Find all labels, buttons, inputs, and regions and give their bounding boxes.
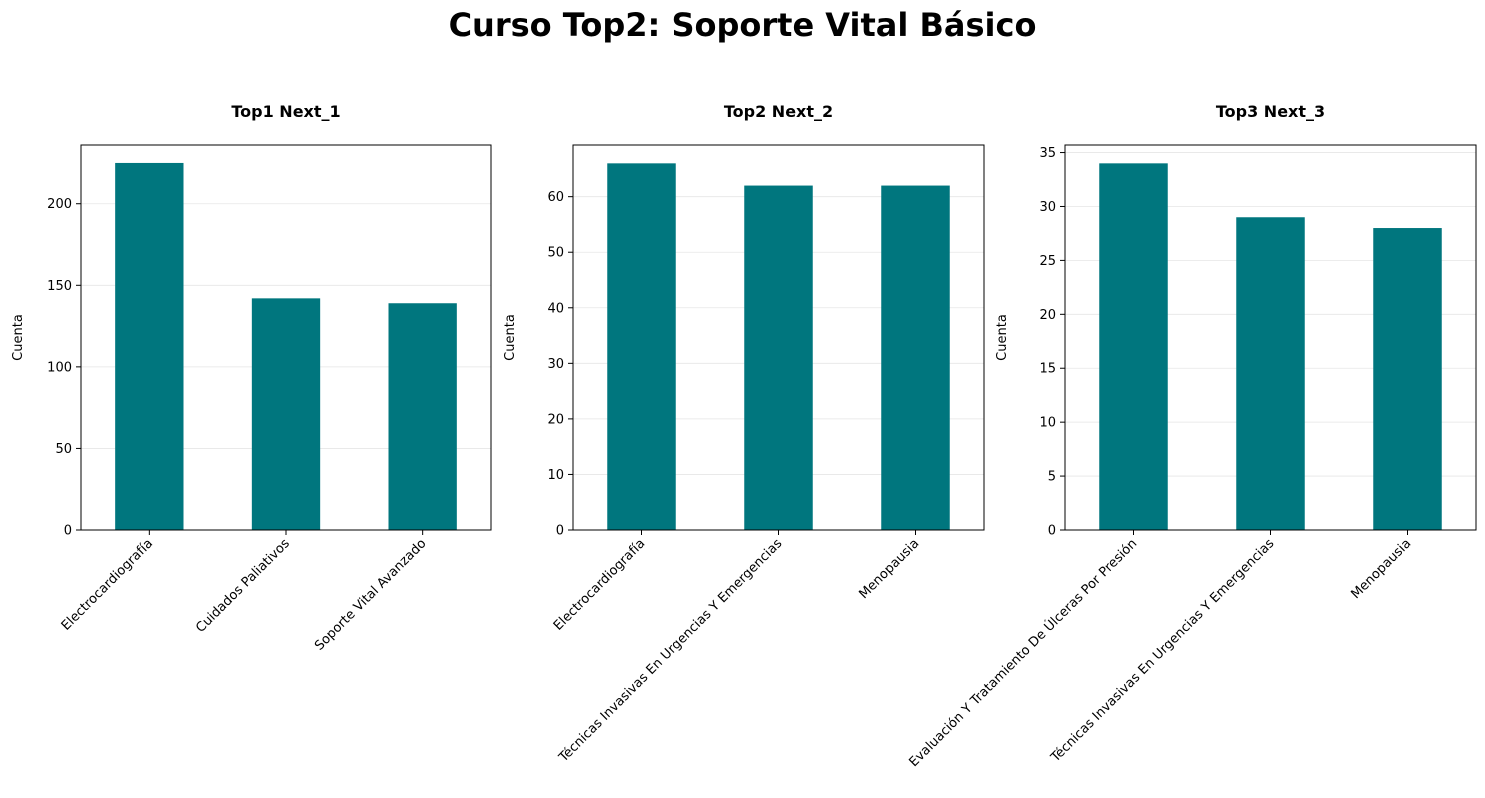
y-tick-label: 100 bbox=[47, 360, 72, 375]
x-tick-label: Soporte Vital Avanzado bbox=[312, 536, 429, 653]
y-tick-label: 150 bbox=[47, 279, 72, 294]
y-tick-label: 25 bbox=[1039, 254, 1056, 269]
y-tick-label: 20 bbox=[547, 412, 564, 427]
bar-2-3 bbox=[881, 185, 950, 531]
bar-1-1 bbox=[115, 162, 184, 530]
y-axis-label: Cuenta bbox=[11, 314, 26, 361]
bar-3-3 bbox=[1373, 228, 1442, 530]
y-axis-label: Cuenta bbox=[503, 314, 518, 361]
y-tick-label: 10 bbox=[547, 468, 564, 483]
y-tick-label: 40 bbox=[547, 301, 564, 316]
x-tick-label: Menopausia bbox=[856, 536, 922, 602]
y-axis-label: Cuenta bbox=[995, 314, 1010, 361]
y-tick-label: 0 bbox=[1048, 524, 1056, 539]
y-tick-label: 200 bbox=[47, 197, 72, 212]
plot-frame bbox=[572, 144, 985, 531]
y-tick-label: 35 bbox=[1039, 146, 1056, 161]
chart-panel-3: Evaluación Y Tratamiento De Úlceras Por … bbox=[906, 102, 1477, 771]
x-tick-label: Evaluación Y Tratamiento De Úlceras Por … bbox=[906, 536, 1141, 771]
y-tick-label: 0 bbox=[64, 524, 72, 539]
plot-frame bbox=[80, 144, 492, 531]
y-tick-label: 60 bbox=[547, 190, 564, 205]
x-tick-label: Técnicas Invasivas En Urgencias Y Emerge… bbox=[1048, 536, 1278, 766]
bar-1-2 bbox=[251, 298, 321, 530]
bar-2-2 bbox=[744, 185, 813, 531]
subplot-title: Top2 Next_2 bbox=[724, 102, 833, 121]
x-tick-label: Menopausia bbox=[1348, 536, 1414, 602]
bar-3-2 bbox=[1236, 217, 1305, 531]
x-tick-label: Técnicas Invasivas En Urgencias Y Emerge… bbox=[556, 536, 786, 766]
y-tick-label: 15 bbox=[1039, 362, 1056, 377]
y-tick-label: 30 bbox=[547, 357, 564, 372]
y-tick-label: 50 bbox=[55, 442, 72, 457]
x-tick-label: Cuidados Paliativos bbox=[193, 536, 293, 636]
figure-title: Curso Top2: Soporte Vital Básico bbox=[448, 6, 1037, 44]
y-tick-label: 5 bbox=[1048, 470, 1056, 485]
x-tick-label: Electrocardiografía bbox=[59, 536, 156, 633]
subplot-title: Top1 Next_1 bbox=[231, 102, 340, 121]
y-tick-label: 10 bbox=[1039, 416, 1056, 431]
y-tick-label: 30 bbox=[1039, 200, 1056, 215]
subplot-title: Top3 Next_3 bbox=[1216, 102, 1325, 121]
bar-2-1 bbox=[607, 163, 676, 531]
plot-frame bbox=[1064, 144, 1477, 531]
x-tick-label: Electrocardiografía bbox=[551, 536, 648, 633]
bar-1-3 bbox=[388, 303, 457, 530]
y-tick-label: 20 bbox=[1039, 308, 1056, 323]
bar-3-1 bbox=[1099, 163, 1168, 531]
chart-panel-1: Electrocardiografía Cuidados Paliativos So… bbox=[11, 102, 492, 654]
y-tick-label: 0 bbox=[556, 524, 564, 539]
y-tick-label: 50 bbox=[547, 246, 564, 261]
